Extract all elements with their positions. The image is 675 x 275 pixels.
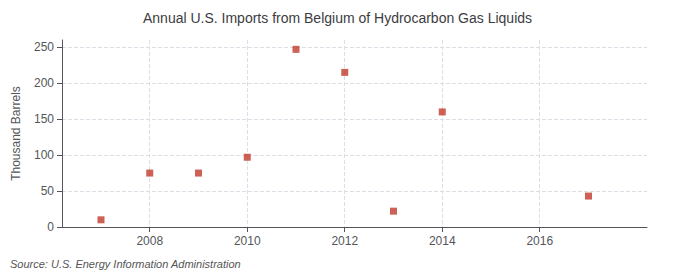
svg-text:2014: 2014 [429, 234, 456, 248]
svg-text:2010: 2010 [234, 234, 261, 248]
svg-text:2012: 2012 [331, 234, 358, 248]
svg-text:Source: U.S. Energy Informatio: Source: U.S. Energy Information Administ… [10, 258, 241, 270]
svg-text:150: 150 [34, 112, 54, 126]
svg-text:50: 50 [41, 184, 55, 198]
svg-text:100: 100 [34, 148, 54, 162]
svg-text:2008: 2008 [136, 234, 163, 248]
svg-text:Annual U.S. Imports from Belgi: Annual U.S. Imports from Belgium of Hydr… [143, 10, 532, 26]
svg-text:0: 0 [47, 220, 54, 234]
svg-text:250: 250 [34, 40, 54, 54]
svg-text:Thousand Barrels: Thousand Barrels [9, 86, 23, 181]
svg-text:2016: 2016 [526, 234, 553, 248]
svg-text:200: 200 [34, 76, 54, 90]
